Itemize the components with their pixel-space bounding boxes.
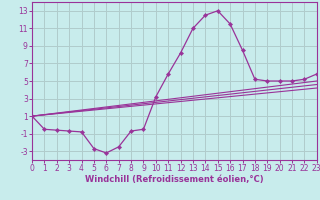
X-axis label: Windchill (Refroidissement éolien,°C): Windchill (Refroidissement éolien,°C) bbox=[85, 175, 264, 184]
